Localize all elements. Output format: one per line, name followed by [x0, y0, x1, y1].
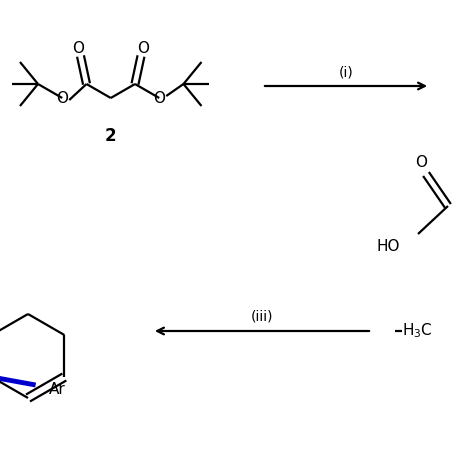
Text: 2: 2	[105, 127, 117, 145]
Text: (i): (i)	[338, 65, 354, 79]
Text: Ar: Ar	[49, 382, 65, 396]
Text: O: O	[415, 155, 427, 170]
Text: (iii): (iii)	[251, 310, 273, 324]
Text: O: O	[137, 40, 149, 55]
Text: O: O	[73, 40, 84, 55]
Text: H$_3$C: H$_3$C	[402, 322, 433, 340]
Text: HO: HO	[376, 238, 400, 254]
Text: O: O	[153, 91, 165, 106]
Text: O: O	[56, 91, 68, 106]
